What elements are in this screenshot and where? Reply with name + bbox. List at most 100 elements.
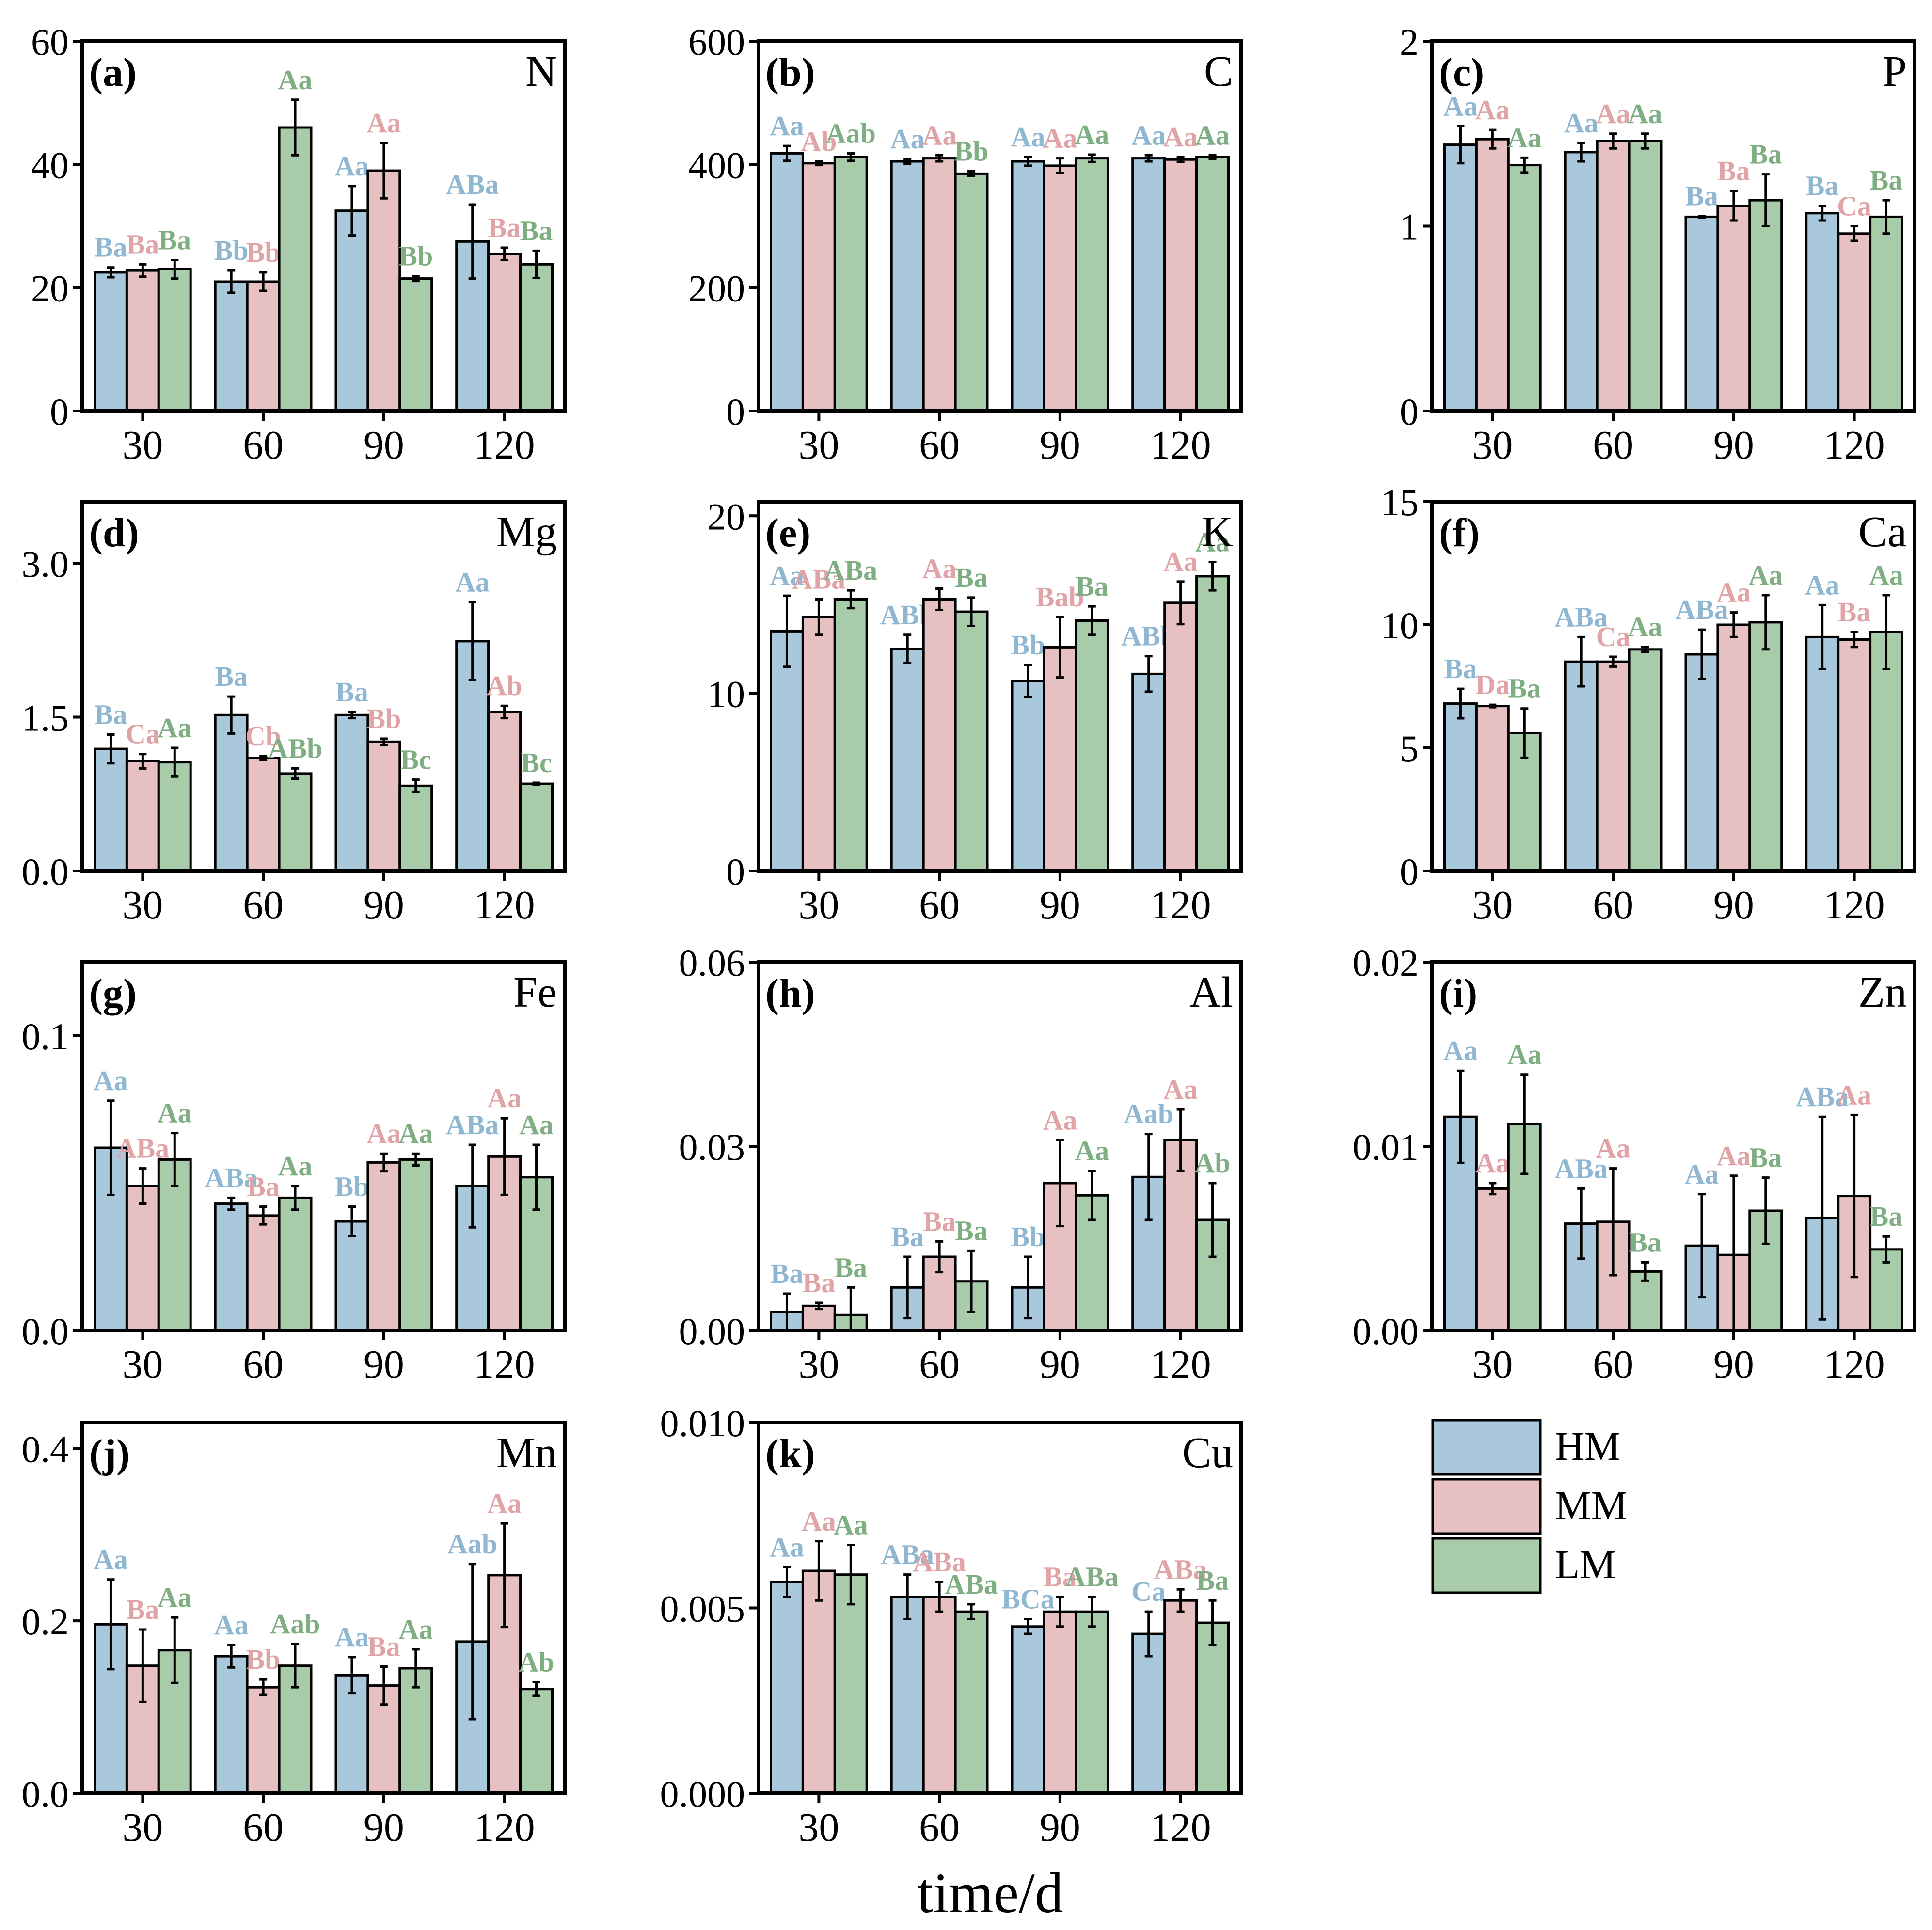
significance-label-mm-30: Ab: [801, 126, 837, 157]
significance-label-mm-60: Ba: [247, 1171, 280, 1202]
significance-label-mm-60: Aa: [1596, 1133, 1631, 1164]
panel-label: (c): [1439, 50, 1484, 95]
x-tick-label: 60: [243, 883, 284, 928]
bar-hm-120: [1805, 635, 1840, 872]
x-tick-label: 120: [1824, 1342, 1885, 1387]
significance-label-lm-60: Bb: [954, 135, 989, 167]
y-tick-label: 20: [707, 495, 745, 538]
y-tick-label: 0: [726, 851, 745, 893]
x-tick-label: 120: [474, 883, 535, 928]
bar-lm-60: [1628, 648, 1663, 872]
significance-label-mm-90: Aa: [1043, 123, 1077, 154]
significance-label-lm-120: Ba: [1870, 164, 1903, 196]
legend: HM MM LM: [1431, 1419, 1627, 1594]
x-tick-label: 60: [1593, 883, 1633, 928]
plot-frame: [1430, 500, 1916, 873]
significance-label-lm-120: Aa: [1195, 526, 1230, 558]
bar-mm-60: [246, 1214, 281, 1332]
bar-lm-90: [398, 784, 433, 872]
significance-label-mm-120: Ba: [1838, 596, 1871, 628]
significance-label-lm-30: Ba: [158, 224, 191, 255]
bar-hm-90: [1684, 215, 1719, 412]
significance-label-lm-30: Aa: [158, 712, 192, 744]
significance-label-mm-90: Aa: [1716, 1140, 1751, 1171]
bar-hm-60: [890, 1596, 925, 1795]
significance-label-mm-60: Ba: [923, 1205, 956, 1237]
significance-label-mm-90: Aa: [366, 1118, 401, 1149]
plot-frame: [757, 39, 1243, 413]
x-tick-label: 90: [1713, 423, 1754, 468]
significance-label-hm-90: Aa: [335, 150, 369, 182]
significance-label-hm-60: Ba: [891, 1221, 924, 1252]
significance-label-mm-60: Bb: [246, 1644, 281, 1675]
significance-label-hm-30: Aa: [94, 1544, 128, 1575]
y-tick-label: 0.1: [22, 1015, 69, 1058]
bar-lm-120: [1195, 575, 1230, 872]
bar-mm-30: [1475, 705, 1510, 872]
bar-hm-30: [94, 747, 128, 872]
panel-label: (h): [765, 971, 815, 1016]
x-tick-label: 90: [1040, 1805, 1080, 1850]
significance-label-hm-60: Aa: [214, 1609, 249, 1641]
x-tick-label: 120: [1150, 423, 1211, 468]
significance-label-lm-60: Aa: [1628, 611, 1663, 643]
x-tick-label: 120: [1824, 423, 1885, 468]
bar-hm-120: [1805, 212, 1840, 412]
significance-label-lm-60: Aab: [270, 1608, 320, 1640]
significance-label-hm-90: Aa: [1011, 121, 1045, 153]
significance-label-lm-60: Aa: [1628, 98, 1663, 129]
bar-hm-30: [1443, 143, 1478, 412]
significance-label-lm-120: Aa: [519, 1109, 554, 1140]
y-tick-label: 3.0: [22, 543, 69, 585]
bar-lm-60: [954, 610, 989, 872]
x-tick-label: 90: [1713, 1342, 1754, 1387]
significance-label-lm-60: Ba: [955, 1215, 988, 1246]
y-tick-label: 0.03: [679, 1126, 745, 1168]
bar-mm-60: [922, 1596, 957, 1795]
significance-label-lm-90: Bb: [398, 240, 433, 272]
significance-label-lm-90: Ba: [1076, 570, 1109, 602]
panel-label: (b): [765, 50, 815, 95]
legend-swatch-mm: [1431, 1478, 1542, 1535]
x-tick-label: 30: [798, 1342, 839, 1387]
bar-lm-60: [954, 172, 989, 412]
significance-label-mm-120: Ca: [1837, 190, 1871, 222]
bar-lm-120: [519, 1688, 554, 1795]
significance-label-hm-60: ABa: [1554, 1153, 1608, 1184]
significance-label-lm-30: Aa: [158, 1582, 192, 1613]
significance-label-hm-60: Aa: [890, 123, 925, 155]
y-tick-label: 0: [1400, 391, 1419, 433]
bar-mm-120: [1163, 158, 1198, 412]
bar-mm-60: [246, 1686, 281, 1795]
panel-label: (f): [1439, 510, 1480, 555]
y-tick-label: 0: [1400, 851, 1419, 893]
significance-label-lm-120: Ab: [1194, 1147, 1230, 1179]
panel-label: (k): [765, 1431, 815, 1476]
x-tick-label: 30: [798, 1805, 839, 1850]
significance-label-hm-120: Ba: [1806, 170, 1839, 202]
significance-label-lm-120: Ba: [520, 215, 553, 246]
y-tick-label: 0.010: [660, 1402, 745, 1444]
bar-hm-30: [770, 1581, 804, 1795]
bar-hm-90: [1011, 680, 1045, 872]
y-tick-label: 15: [1381, 481, 1419, 523]
element-label: Mg: [496, 508, 557, 556]
x-tick-label: 30: [1472, 1342, 1513, 1387]
y-tick-label: 0.00: [679, 1310, 745, 1352]
bar-hm-60: [214, 713, 249, 872]
significance-label-mm-120: Aa: [1837, 1079, 1871, 1110]
significance-label-hm-30: Aa: [770, 1531, 804, 1563]
bar-hm-30: [94, 271, 128, 412]
bar-mm-30: [801, 162, 836, 412]
significance-label-hm-90: Ba: [1685, 180, 1718, 212]
bar-mm-30: [1475, 1187, 1510, 1332]
significance-label-hm-30: Aa: [1443, 91, 1478, 122]
element-label: K: [1202, 508, 1233, 556]
y-tick-label: 40: [31, 144, 69, 186]
significance-label-hm-120: Ca: [1131, 1576, 1166, 1607]
panel-label: (i): [1439, 971, 1477, 1016]
y-tick-label: 0.005: [660, 1588, 745, 1630]
panel-label: (g): [89, 971, 137, 1016]
